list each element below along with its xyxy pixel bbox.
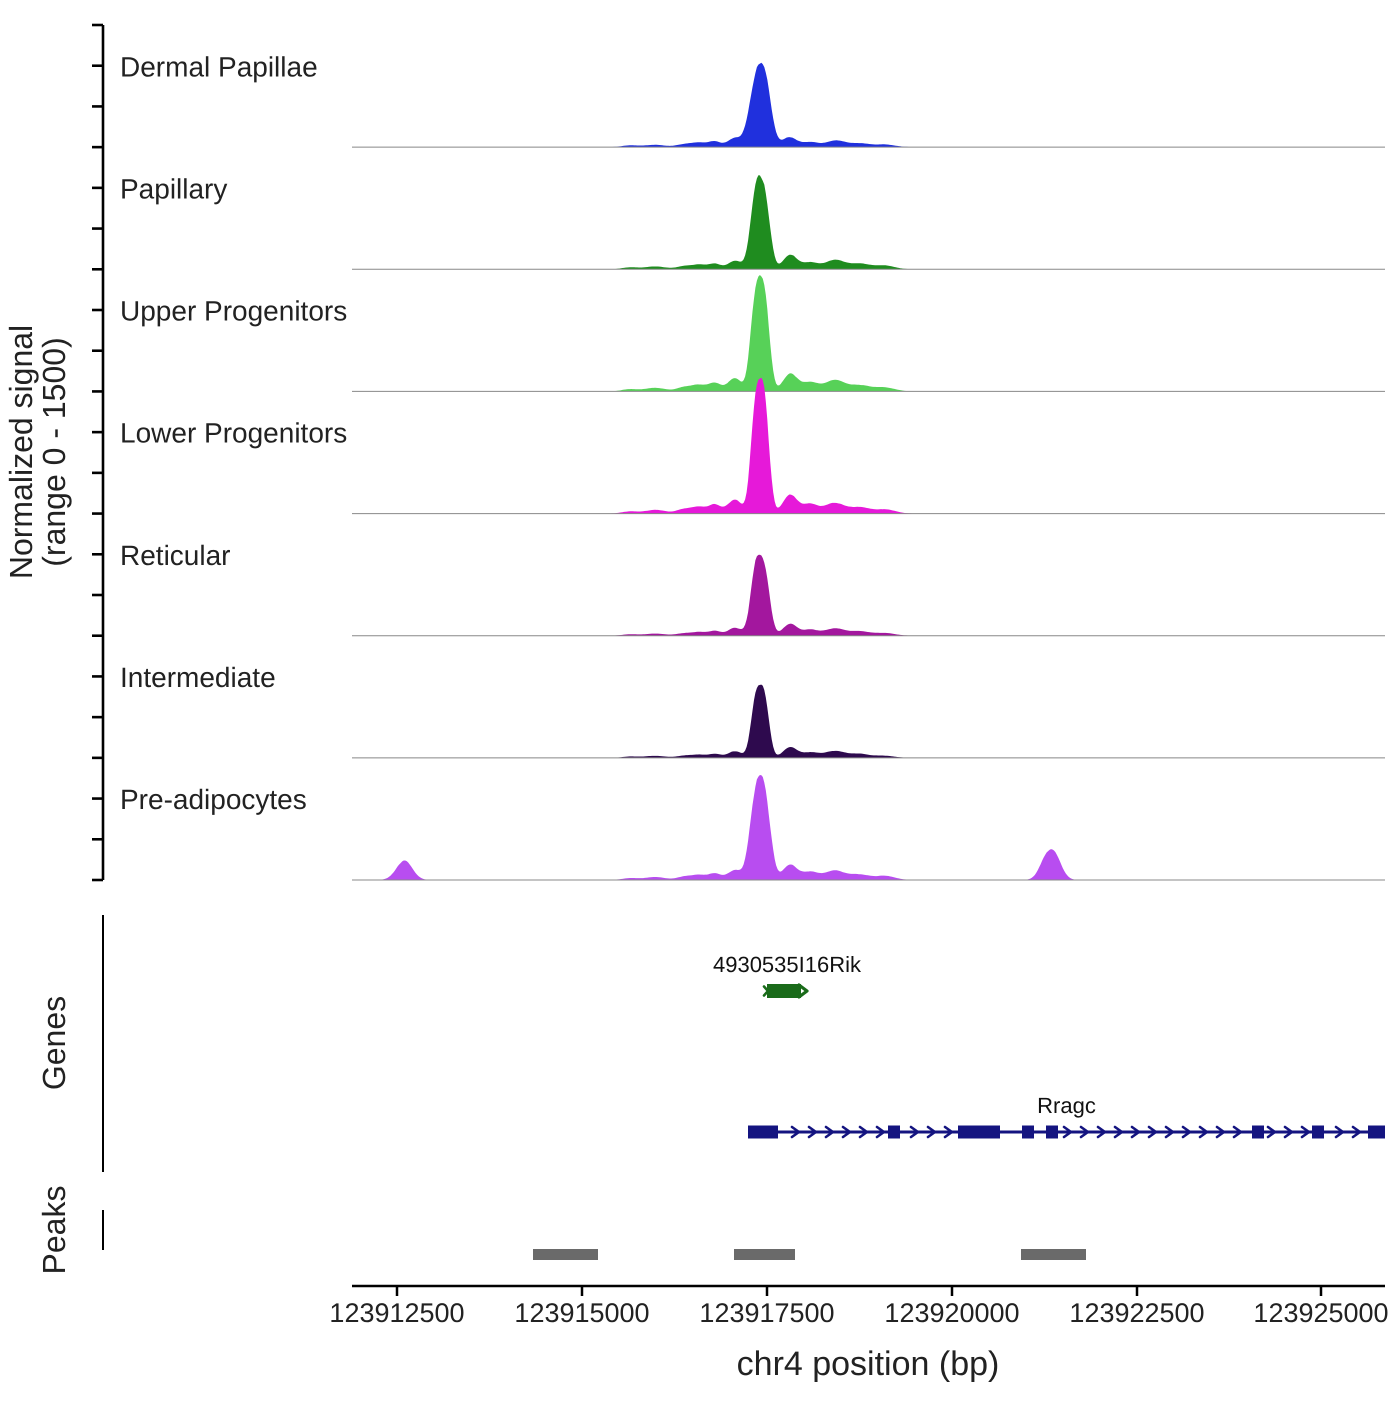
- svg-text:Pre-adipocytes: Pre-adipocytes: [120, 784, 307, 815]
- svg-text:Normalized signal: Normalized signal: [3, 325, 39, 579]
- svg-text:Peaks: Peaks: [36, 1186, 72, 1275]
- svg-text:Intermediate: Intermediate: [120, 662, 276, 693]
- svg-text:123925000: 123925000: [1253, 1298, 1388, 1328]
- svg-text:chr4 position (bp): chr4 position (bp): [737, 1345, 1000, 1383]
- svg-text:123920000: 123920000: [884, 1298, 1019, 1328]
- svg-text:123912500: 123912500: [329, 1298, 464, 1328]
- svg-text:123922500: 123922500: [1069, 1298, 1204, 1328]
- svg-text:4930535I16Rik: 4930535I16Rik: [713, 952, 862, 977]
- svg-text:Dermal Papillae: Dermal Papillae: [120, 51, 318, 82]
- svg-text:(range 0 - 1500): (range 0 - 1500): [36, 337, 72, 566]
- svg-text:123917500: 123917500: [699, 1298, 834, 1328]
- svg-text:Rragc: Rragc: [1037, 1093, 1096, 1118]
- svg-text:Upper Progenitors: Upper Progenitors: [120, 296, 347, 327]
- svg-text:123915000: 123915000: [514, 1298, 649, 1328]
- svg-text:Reticular: Reticular: [120, 540, 230, 571]
- svg-text:Lower Progenitors: Lower Progenitors: [120, 418, 347, 449]
- svg-text:Papillary: Papillary: [120, 173, 227, 204]
- svg-text:Genes: Genes: [36, 996, 72, 1090]
